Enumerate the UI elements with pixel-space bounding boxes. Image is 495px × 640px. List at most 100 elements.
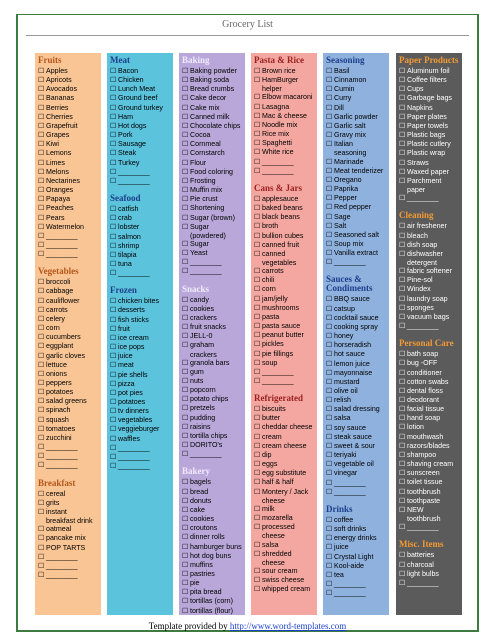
section: Baking Baking powderBaking sodaBread crum… [182, 56, 242, 277]
list-item: Vanilla extract [326, 249, 386, 258]
list-item: muffins [182, 561, 242, 570]
list-item: chicken bites [110, 297, 170, 306]
list-item: Canned milk [182, 113, 242, 122]
list-item: onions [38, 370, 98, 379]
section: Refrigeratedbiscuitsbuttercheddar cheese… [254, 394, 314, 594]
list-item: Turkey [110, 159, 170, 168]
section-heading: Vegetables [38, 266, 79, 277]
list-item: pudding [182, 414, 242, 423]
list-item: tea [326, 571, 386, 580]
list-item: coffee [326, 516, 386, 525]
list-item: pastries [182, 570, 242, 579]
list-item: Ham [110, 113, 170, 122]
list-item: ________ [399, 579, 459, 588]
list-item: Dill [326, 104, 386, 113]
list-item: ________ [110, 453, 170, 462]
list-item: Ground turkey [110, 104, 170, 113]
list-item: Frosting [182, 177, 242, 186]
list-item: broth [254, 222, 314, 231]
list-item: juice [110, 352, 170, 361]
section: Misc. Itemsbatteriescharcoallight bulbs_… [399, 540, 459, 588]
list-item: Elbow macaroni [254, 93, 314, 102]
list-item: pasta sauce [254, 322, 314, 331]
list-item: energy drinks [326, 534, 386, 543]
list-item: peanut butter [254, 331, 314, 340]
list-item: pancake mix [38, 534, 98, 543]
list-item: potatoes [38, 388, 98, 397]
list-item: sponges [399, 304, 459, 313]
footer-link[interactable]: http://www.word-templates.com [229, 621, 347, 631]
list-item: pasta [254, 313, 314, 322]
list-item: bath soap [399, 350, 459, 359]
list-item: cotton swabs [399, 378, 459, 387]
section-heading: Refrigerated [254, 393, 303, 404]
section-heading: Seafood [110, 193, 141, 204]
list-item: Lasagna [254, 103, 314, 112]
list-item: teriyaki [326, 451, 386, 460]
list-item: Garbage bags [399, 94, 459, 103]
list-item: ________ [254, 158, 314, 167]
section: Vegetablesbroccolicabbagecauliflowercarr… [38, 267, 98, 470]
section: SeasoningBasilCinnamonCuminCurryDillGarl… [326, 56, 386, 267]
list-item: Bacon [110, 67, 170, 76]
list-item: instant breakfast drink [38, 508, 98, 525]
list-item: soft drinks [326, 525, 386, 534]
section-heading: Personal Care [399, 338, 454, 349]
list-item: Hot dogs [110, 122, 170, 131]
section: Breakfast cerealgritsinstant breakfast dr… [38, 478, 98, 581]
list-item: oatmeal [38, 525, 98, 534]
list-item: hot sauce [326, 350, 386, 359]
list-item: salsa [326, 414, 386, 423]
page-frame: Grocery List Fruits ApplesApricotsAvocado… [16, 14, 479, 632]
list-item: mouthwash [399, 433, 459, 442]
list-item: ________ [182, 450, 242, 459]
list-item: Cups [399, 85, 459, 94]
list-item: salad greens [38, 397, 98, 406]
list-item: salmon [110, 233, 170, 242]
section-heading: Baking [182, 55, 210, 65]
list-item: dinner rolls [182, 533, 242, 542]
list-item: Garlic powder [326, 113, 386, 122]
list-item: dish soap [399, 241, 459, 250]
list-item: cabbage [38, 287, 98, 296]
list-item: cocktail sauce [326, 314, 386, 323]
list-item: Cornmeal [182, 140, 242, 149]
list-item: ________ [326, 488, 386, 497]
list-item: Marinade [326, 158, 386, 167]
list-item: Cornstarch [182, 149, 242, 158]
list-item: Sugar [182, 240, 242, 249]
list-item: candy [182, 296, 242, 305]
list-item: veggieburger [110, 425, 170, 434]
list-item: Sugar (powdered) [182, 223, 242, 240]
list-item: cookies [182, 515, 242, 524]
list-item: ________ [182, 258, 242, 267]
list-item: ________ [326, 589, 386, 598]
list-item: olive oil [326, 387, 386, 396]
list-item: ________ [38, 241, 98, 250]
list-item: crab [110, 214, 170, 223]
list-item: soy sauce [326, 424, 386, 433]
list-item: Straws [399, 159, 459, 168]
list-item: ________ [399, 194, 459, 203]
list-item: tortilla chips [182, 432, 242, 441]
list-item: canned vegetables [254, 250, 314, 267]
section: Snacks candycookiescrackersfruit snacksJE… [182, 284, 242, 460]
list-item: Limes [38, 159, 98, 168]
list-item: Cocoa [182, 131, 242, 140]
list-item: bagels [182, 478, 242, 487]
list-item: pie [182, 579, 242, 588]
list-item: Plastic wrap [399, 149, 459, 158]
section: Sauces & CondimentsBBQ saucecatsupcockta… [326, 275, 386, 496]
section: Drinks coffeesoft drinksenergy drinksjuic… [326, 504, 386, 598]
list-item: BBQ sauce [326, 295, 386, 304]
list-item: tomatoes [38, 425, 98, 434]
column: Fruits ApplesApricotsAvocadosBananasBerri… [35, 53, 101, 615]
list-item: ice cream [110, 334, 170, 343]
list-item: Bread crumbs [182, 85, 242, 94]
list-item: pickles [254, 340, 314, 349]
list-item: ________ [254, 377, 314, 386]
column: Paper Products Aluminum foilCoffee filter… [396, 53, 462, 615]
column: SeasoningBasilCinnamonCuminCurryDillGarl… [323, 53, 389, 615]
list-item: Apples [38, 67, 98, 76]
list-item: Noodle mix [254, 121, 314, 130]
